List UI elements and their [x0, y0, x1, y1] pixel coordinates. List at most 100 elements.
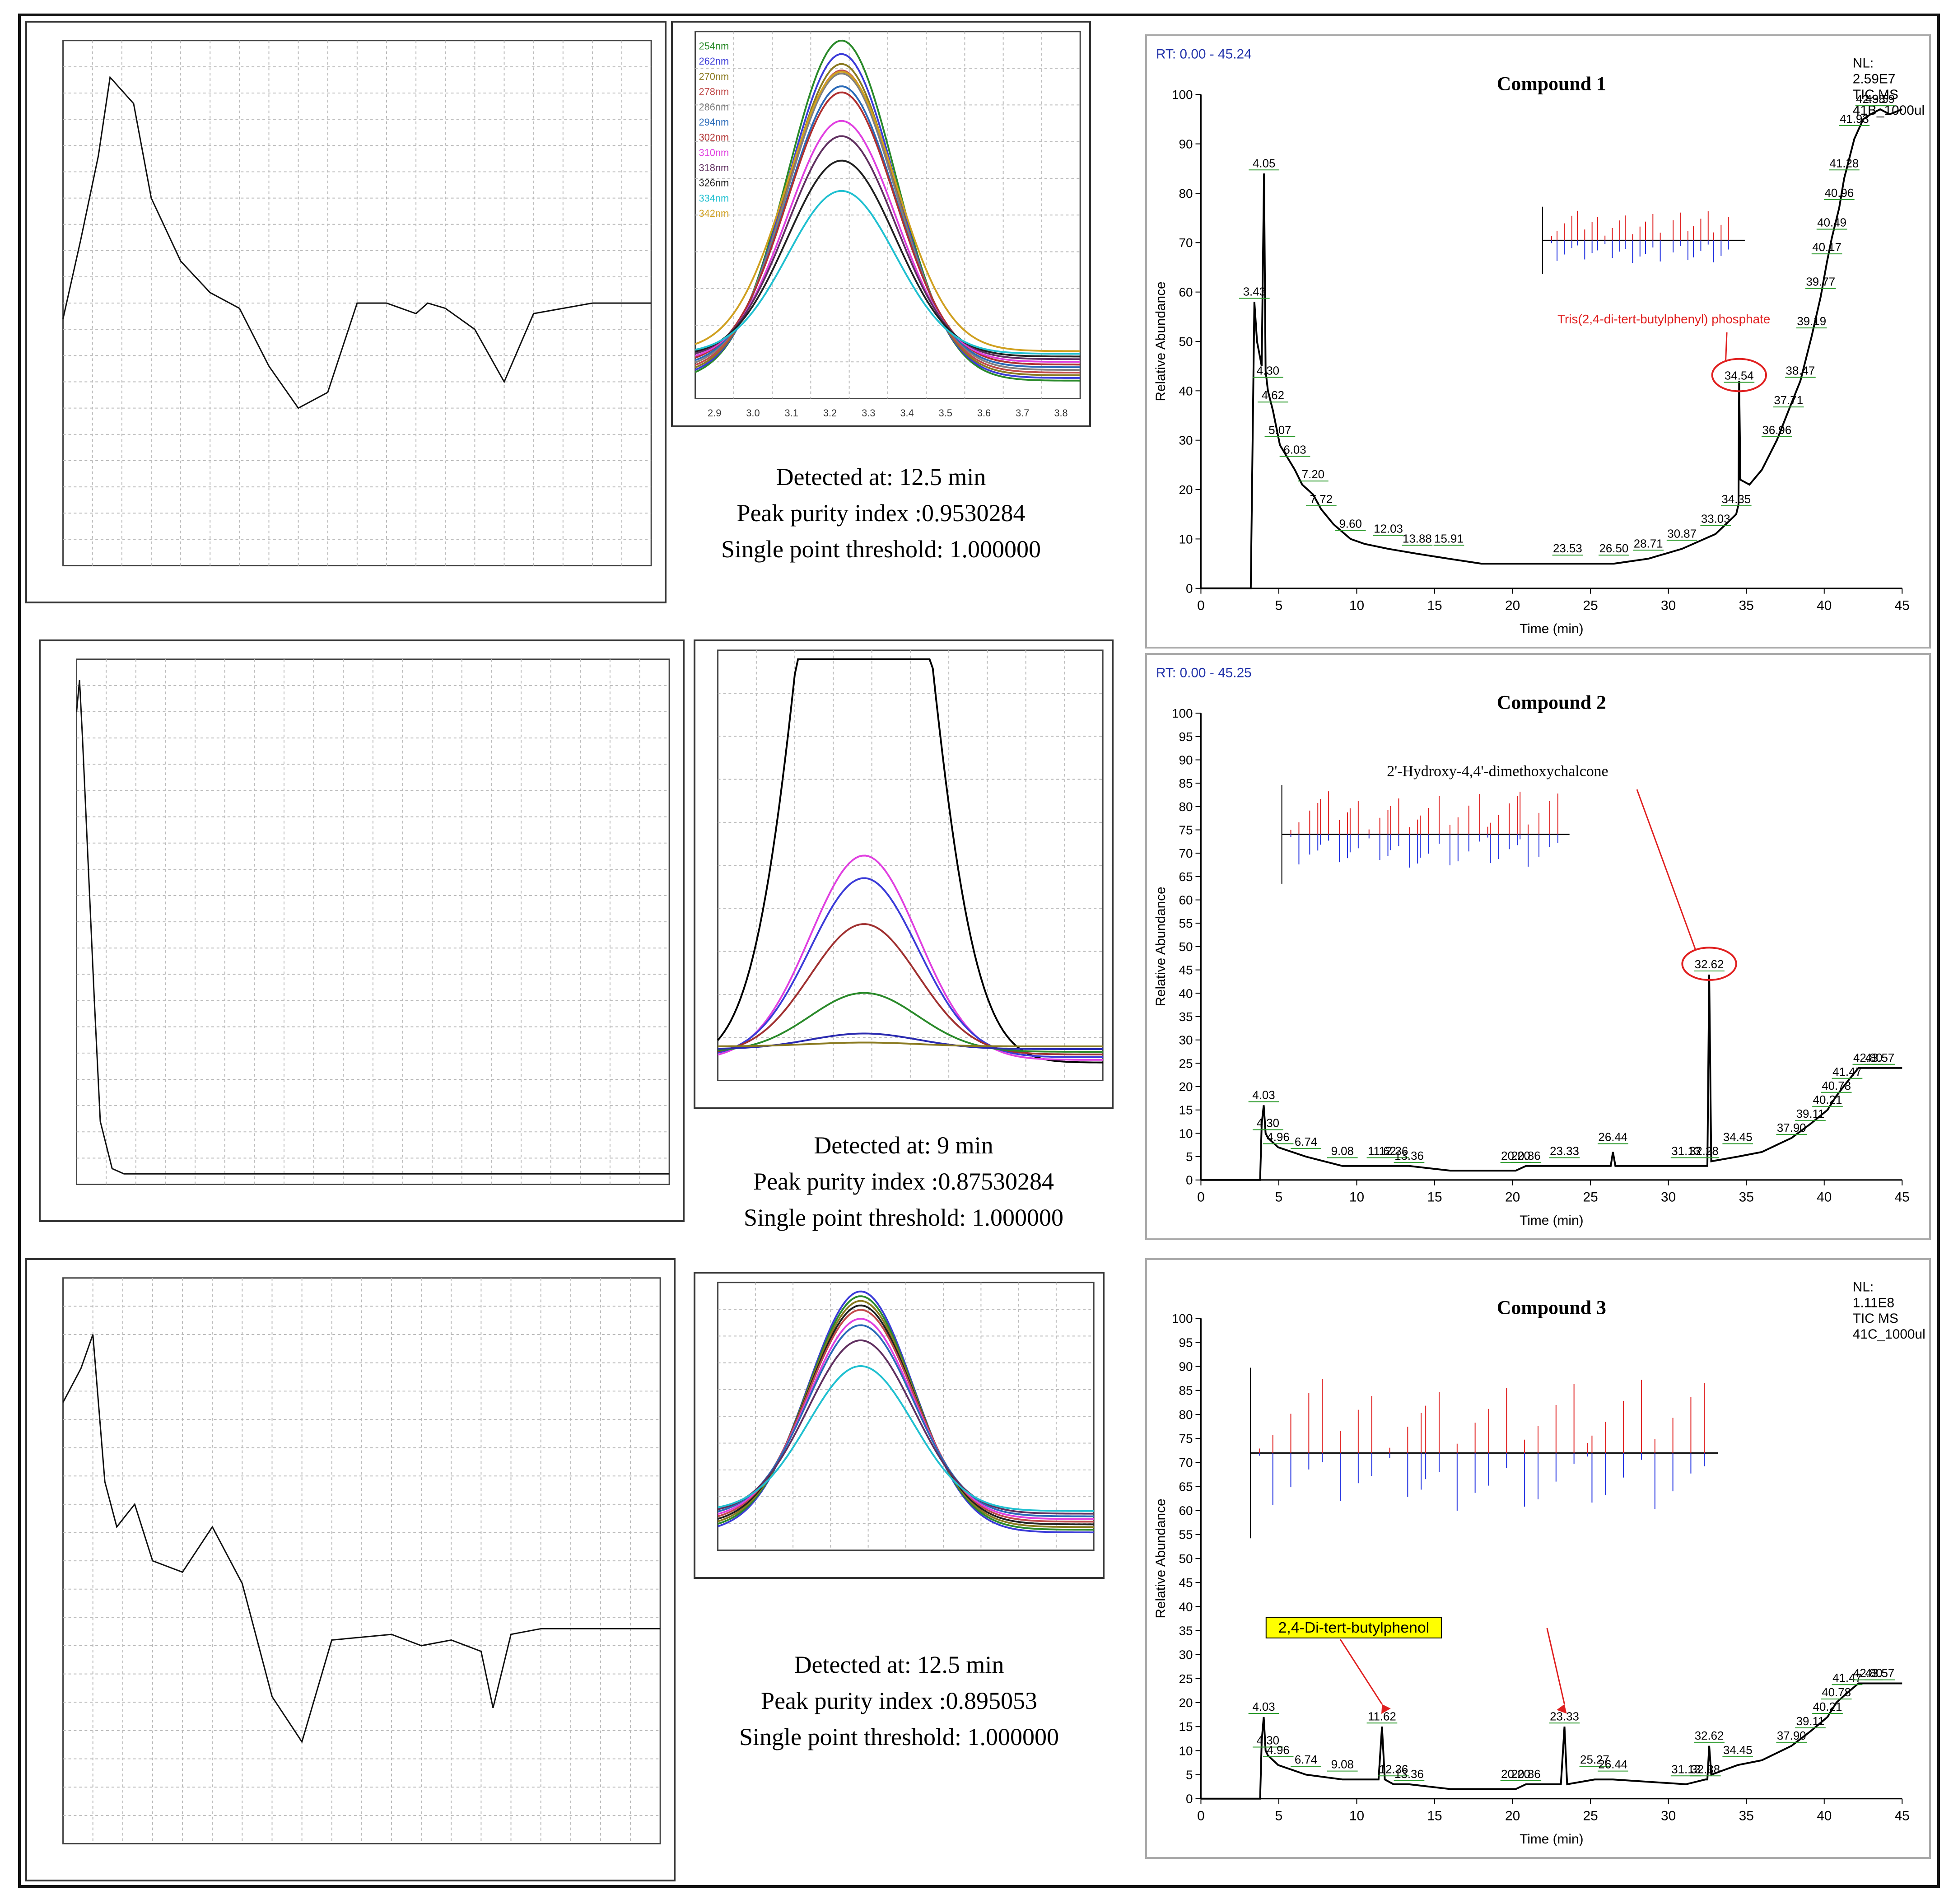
row1-overlay-legend-10: 334nm — [699, 192, 729, 204]
compound-3-y-tick: 65 — [1179, 1479, 1193, 1493]
compound-3-y-tick: 80 — [1179, 1408, 1193, 1422]
row3-uv-scan-line — [62, 1334, 661, 1744]
compound-2-peak-label: 41.47 — [1832, 1066, 1862, 1078]
row2-overlay-series-2 — [718, 877, 1103, 1058]
row1-caption: Detected at: 12.5 min Peak purity index … — [671, 459, 1091, 567]
compound-1-x-tick: 0 — [1197, 598, 1205, 613]
compound-2-y-tick: 5 — [1186, 1150, 1193, 1164]
compound-2-x-tick: 10 — [1349, 1190, 1364, 1205]
compound-2-circled-peak — [1681, 947, 1737, 981]
compound-3-x-tick: 0 — [1197, 1809, 1205, 1824]
compound-3-x-tick: 45 — [1895, 1809, 1910, 1824]
compound-3-trace — [1201, 1682, 1902, 1800]
row1-overlay-x-tick: 3.1 — [785, 407, 798, 419]
row3-overlay-chart — [717, 1282, 1095, 1551]
row3-overlay-series-8 — [718, 1365, 1094, 1512]
compound-1-y-tick: 70 — [1179, 236, 1193, 250]
compound-3-annotation-arrow — [1339, 1639, 1383, 1705]
compound-2-x-tick: 45 — [1895, 1190, 1910, 1205]
compound-1-peak-label: 42.98 — [1856, 93, 1885, 106]
compound-1-peak-label: 36.96 — [1762, 424, 1791, 437]
compound-1-peak-label: 37.71 — [1774, 394, 1803, 407]
compound-3-y-label: Relative Abundance — [1153, 1498, 1168, 1618]
row1-uv-scan-chart — [62, 40, 652, 566]
row3-caption: Detected at: 12.5 min Peak purity index … — [694, 1647, 1105, 1755]
compound-1-annotation-arrow — [1725, 332, 1728, 362]
compound-3-y-tick: 20 — [1179, 1696, 1193, 1710]
compound-1-y-tick: 30 — [1179, 434, 1193, 448]
row1-overlay-series-6 — [695, 91, 1081, 366]
compound-1-y-label: Relative Abundance — [1153, 281, 1168, 401]
compound-2-y-label: Relative Abundance — [1153, 887, 1168, 1006]
compound-1-peak-label: 41.28 — [1830, 157, 1859, 170]
compound-3-peak-label: 26.44 — [1598, 1759, 1627, 1771]
row3-caption-threshold: Single point threshold: 1.000000 — [739, 1723, 1059, 1750]
compound-3-peak-label: 34.45 — [1723, 1744, 1753, 1757]
compound-3-peak-label: 4.03 — [1252, 1701, 1275, 1713]
compound-2-y-tick: 25 — [1179, 1056, 1193, 1070]
row1-overlay-legend-6: 302nm — [699, 132, 729, 143]
compound-1-peak-label: 39.77 — [1806, 276, 1835, 289]
row2-overlay-series-3 — [718, 923, 1103, 1055]
compound-2-peak-label: 20.86 — [1511, 1150, 1541, 1162]
compound-2-peak-label: 13.36 — [1394, 1150, 1424, 1162]
compound-2-y-tick: 90 — [1179, 753, 1193, 767]
compound-3-title: Compound 3 — [1497, 1297, 1606, 1318]
compound-2-x-tick: 15 — [1427, 1190, 1442, 1205]
row1-overlay-legend-2: 270nm — [699, 71, 729, 82]
compound-2-y-tick: 35 — [1179, 1010, 1193, 1024]
row1-caption-threshold: Single point threshold: 1.000000 — [721, 536, 1041, 563]
row3-tic-panel: Compound 3 NL: 1.11E8 TIC MS 41C_1000ul 0 5 10 1… — [1145, 1258, 1931, 1859]
row3-caption-purity: Peak purity index :0.895053 — [761, 1687, 1037, 1714]
compound-2-y-tick: 50 — [1179, 940, 1193, 954]
compound-2-y-tick: 20 — [1179, 1080, 1193, 1094]
compound-3-peak-label: 37.90 — [1777, 1730, 1806, 1742]
compound-2-y-tick: 40 — [1179, 986, 1193, 1000]
compound-1-peak-label: 3.43 — [1243, 286, 1266, 299]
row3-uv-scan-chart — [62, 1277, 661, 1844]
compound-2-peak-label: 20.20 — [1501, 1150, 1530, 1162]
row1-overlay-legend-9: 326nm — [699, 177, 729, 189]
row1-overlay-x-tick: 3.5 — [939, 407, 952, 419]
row2-caption-purity: Peak purity index :0.87530284 — [753, 1168, 1054, 1195]
compound-1-y-tick: 0 — [1186, 582, 1193, 596]
compound-3-nl-label: NL: — [1853, 1280, 1874, 1295]
row1-caption-purity: Peak purity index :0.9530284 — [737, 499, 1026, 527]
row1-caption-detected: Detected at: 12.5 min — [776, 463, 986, 490]
compound-3-arrow-head — [1381, 1704, 1391, 1714]
row2-caption-detected: Detected at: 9 min — [814, 1132, 993, 1159]
row2-overlay-series-6 — [718, 1041, 1103, 1048]
compound-3-peak-label: 9.08 — [1331, 1759, 1354, 1771]
compound-3-y-tick: 25 — [1179, 1672, 1193, 1686]
compound-2-y-tick: 30 — [1179, 1033, 1193, 1047]
compound-3-peak-label: 32.38 — [1691, 1763, 1720, 1776]
row1-overlay-legend-3: 278nm — [699, 86, 729, 98]
compound-3-y-tick: 30 — [1179, 1648, 1193, 1662]
compound-1-peak-label: 4.30 — [1257, 365, 1279, 378]
compound-3-x-tick: 35 — [1739, 1809, 1754, 1824]
compound-2-title: Compound 2 — [1497, 691, 1606, 713]
compound-1-title: Compound 1 — [1497, 73, 1606, 94]
compound-2-y-tick: 70 — [1179, 846, 1193, 860]
compound-2-y-tick: 0 — [1186, 1173, 1193, 1187]
row1-overlay-series-8 — [695, 135, 1081, 360]
compound-3-peak-label: 39.11 — [1796, 1715, 1825, 1728]
compound-3-y-tick: 5 — [1186, 1768, 1193, 1782]
figure-frame: 254nm 262nm 270nm 278nm 286nm 294nm 302nm 310nm… — [18, 14, 1940, 1888]
compound-1-peak-label: 26.50 — [1599, 542, 1629, 555]
compound-2-y-tick: 75 — [1179, 823, 1193, 837]
compound-3-peak-label: 42.80 — [1853, 1667, 1883, 1680]
compound-1-peak-label: 5.07 — [1268, 424, 1291, 437]
compound-2-peak-label: 23.33 — [1550, 1145, 1579, 1158]
compound-1-peak-label: 41.93 — [1840, 113, 1869, 126]
compound-2-peak-label: 43.57 — [1865, 1052, 1895, 1064]
compound-1-peak-label: 40.49 — [1817, 217, 1846, 229]
compound-2-x-tick: 5 — [1275, 1190, 1283, 1205]
compound-2-y-tick: 60 — [1179, 893, 1193, 907]
row1-overlay-series-9 — [695, 159, 1081, 358]
compound-3-y-tick: 75 — [1179, 1432, 1193, 1446]
compound-2-peak-label: 4.03 — [1252, 1089, 1275, 1102]
compound-2-peak-label: 34.45 — [1723, 1131, 1753, 1144]
compound-3-y-tick: 40 — [1179, 1600, 1193, 1614]
compound-2-peak-label: 32.28 — [1689, 1145, 1719, 1158]
